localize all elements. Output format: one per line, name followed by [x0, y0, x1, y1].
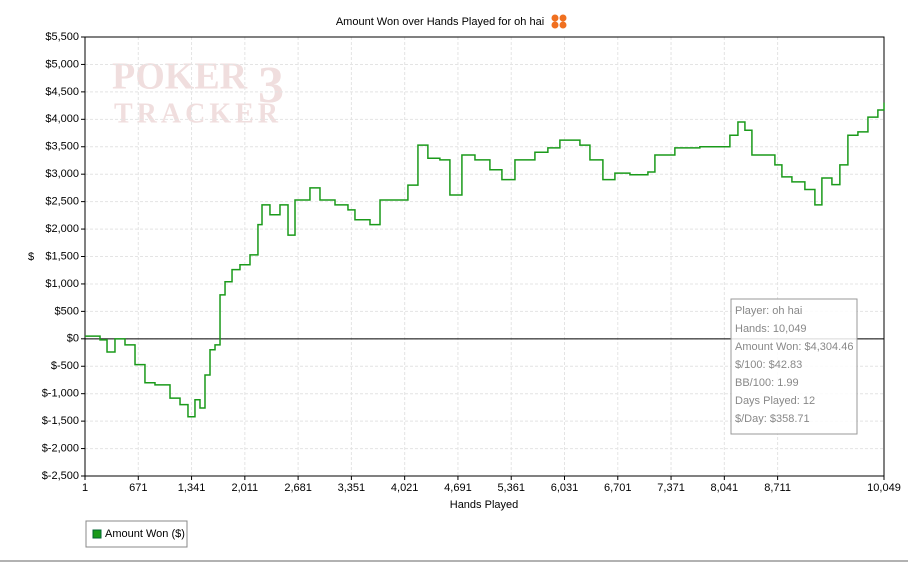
y-tick-label: $-500 [51, 360, 79, 372]
watermark: 3 [258, 57, 284, 114]
stats-line: BB/100: 1.99 [735, 377, 799, 389]
y-axis-label: $ [28, 251, 34, 263]
y-tick-label: $-1,500 [42, 415, 79, 427]
title-icon [551, 14, 567, 29]
x-tick-label: 8,711 [764, 482, 791, 494]
y-tick-label: $2,000 [45, 223, 79, 235]
legend: Amount Won ($) [85, 520, 188, 548]
stats-line: Days Played: 12 [735, 395, 815, 407]
x-tick-label: 1 [82, 482, 88, 494]
x-tick-label: 8,041 [711, 482, 739, 494]
stats-line: Player: oh hai [735, 305, 802, 317]
y-tick-label: $4,000 [45, 113, 79, 125]
y-tick-label: $0 [67, 333, 79, 345]
stats-box [730, 298, 858, 435]
legend-box [85, 520, 188, 548]
x-tick-label: 4,021 [391, 482, 419, 494]
y-tick-label: $1,000 [45, 278, 79, 290]
line-series [85, 102, 885, 418]
y-tick-label: $5,500 [45, 31, 79, 43]
stats-line: $/100: $42.83 [735, 359, 802, 371]
x-tick-label: 671 [129, 482, 147, 494]
legend-label: Amount Won ($) [105, 528, 185, 540]
x-tick-label: 6,031 [551, 482, 579, 494]
y-tick-label: $500 [55, 305, 79, 317]
x-tick-label: 2,011 [231, 482, 258, 494]
x-tick-label: 10,049 [867, 482, 901, 494]
y-tick-label: $3,000 [45, 168, 79, 180]
watermark: POKER [112, 56, 248, 98]
stats-line: $/Day: $358.71 [735, 413, 810, 425]
stats-line: Hands: 10,049 [735, 323, 807, 335]
x-tick-label: 6,701 [604, 482, 632, 494]
plot-frame [84, 36, 885, 477]
x-tick-label: 5,361 [497, 482, 525, 494]
y-tick-label: $3,500 [45, 141, 79, 153]
y-tick-label: $-2,500 [42, 470, 79, 482]
x-axis-label: Hands Played [450, 499, 519, 511]
y-tick-label: $-2,000 [42, 442, 79, 454]
x-tick-label: 4,691 [444, 482, 472, 494]
legend-swatch [92, 529, 102, 539]
y-tick-label: $5,000 [45, 58, 79, 70]
x-tick-label: 1,341 [178, 482, 206, 494]
x-tick-label: 7,371 [657, 482, 685, 494]
watermark: TRACKER [114, 98, 282, 129]
y-tick-label: $2,500 [45, 196, 79, 208]
x-tick-label: 2,681 [284, 482, 312, 494]
chart-title: Amount Won over Hands Played for oh hai [336, 16, 544, 28]
x-tick-label: 3,351 [338, 482, 366, 494]
y-tick-label: $1,500 [45, 250, 79, 262]
stats-line: Amount Won: $4,304.46 [735, 341, 853, 353]
y-tick-label: $4,500 [45, 86, 79, 98]
y-tick-label: $-1,000 [42, 388, 79, 400]
